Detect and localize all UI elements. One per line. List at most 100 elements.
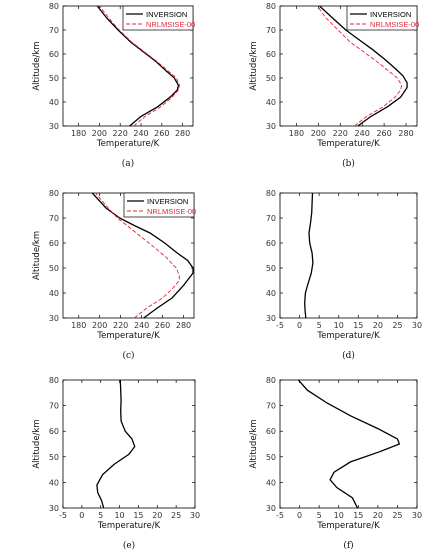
y-axis-label: Altitude/km bbox=[249, 419, 259, 468]
plot-frame bbox=[62, 379, 196, 509]
y-tick-label: 60 bbox=[266, 50, 276, 59]
x-tick-label: 200 bbox=[311, 129, 326, 138]
panel-a: 180 200 220 240 260 280 30 40 50 60 70 80 Temperatur… bbox=[32, 2, 195, 169]
x-tick-label: 30 bbox=[412, 511, 422, 520]
y-tick-label: 40 bbox=[266, 98, 276, 107]
x-tick-label: 25 bbox=[392, 321, 402, 330]
legend-box bbox=[123, 192, 195, 218]
x-tick-label: 260 bbox=[154, 129, 169, 138]
x-tick-label: 15 bbox=[353, 321, 363, 330]
legend-entry: INVERSION bbox=[146, 10, 187, 19]
panel-f: -5 0 5 10 15 20 25 30 30 40 50 60 70 80 Temperature/K A… bbox=[249, 376, 422, 550]
x-tick-label: 280 bbox=[176, 321, 191, 330]
x-tick-label: 5 bbox=[98, 511, 103, 520]
y-tick-label: 60 bbox=[49, 239, 59, 248]
x-tick-label: 25 bbox=[392, 511, 402, 520]
legend-entry: NRLMSISE-00 bbox=[146, 20, 195, 29]
y-tick-label: 70 bbox=[49, 214, 59, 223]
x-tick-label: 20 bbox=[373, 511, 383, 520]
y-tick-label: 70 bbox=[49, 26, 59, 35]
x-axis-label: Temperature/K bbox=[97, 521, 161, 531]
plot-frame bbox=[279, 379, 418, 509]
x-tick-label: 10 bbox=[334, 321, 344, 330]
series-line-nrlmsise-00 bbox=[99, 5, 180, 127]
x-tick-label: 220 bbox=[113, 129, 128, 138]
y-tick-label: 60 bbox=[49, 427, 59, 436]
panel-c: 180 200 220 240 260 280 30 40 50 60 70 80 Temperatur… bbox=[32, 189, 196, 361]
y-tick-label: 30 bbox=[266, 314, 276, 323]
x-axis-label: Temperature/K bbox=[96, 139, 160, 149]
y-tick-label: 40 bbox=[49, 478, 59, 487]
y-tick-label: 30 bbox=[49, 314, 59, 323]
x-tick-label: 20 bbox=[152, 511, 162, 520]
y-tick-label: 50 bbox=[266, 264, 276, 273]
x-tick-label: 200 bbox=[92, 129, 107, 138]
panel-e: -5 0 5 10 15 20 25 30 30 40 50 60 70 80 Temperature/K A… bbox=[32, 376, 200, 550]
series-line-0 bbox=[304, 192, 314, 319]
y-axis-label: Altitude/km bbox=[32, 231, 42, 280]
y-tick-label: 40 bbox=[49, 289, 59, 298]
x-axis-label: Temperature/K bbox=[316, 331, 380, 341]
legend-entry: INVERSION bbox=[147, 197, 188, 206]
x-tick-label: 280 bbox=[398, 129, 413, 138]
y-tick-label: 30 bbox=[266, 122, 276, 131]
x-tick-label: 5 bbox=[317, 511, 322, 520]
y-tick-label: 80 bbox=[49, 2, 59, 11]
x-tick-label: 10 bbox=[334, 511, 344, 520]
y-tick-label: 70 bbox=[266, 402, 276, 411]
x-tick-label: 240 bbox=[355, 129, 370, 138]
x-tick-label: 240 bbox=[133, 129, 148, 138]
x-tick-label: 260 bbox=[155, 321, 170, 330]
legend-box bbox=[346, 5, 418, 31]
y-tick-label: 80 bbox=[49, 189, 59, 198]
y-tick-label: 50 bbox=[49, 264, 59, 273]
x-tick-label: -5 bbox=[276, 321, 284, 330]
x-tick-label: 5 bbox=[317, 321, 322, 330]
x-tick-label: 10 bbox=[114, 511, 124, 520]
y-tick-label: 50 bbox=[266, 453, 276, 462]
y-tick-label: 70 bbox=[266, 26, 276, 35]
x-tick-label: 180 bbox=[289, 129, 304, 138]
x-axis-label: Temperature/K bbox=[316, 521, 380, 531]
series-line-inversion bbox=[91, 192, 194, 319]
y-tick-label: 30 bbox=[266, 504, 276, 513]
x-tick-label: 30 bbox=[190, 511, 200, 520]
y-tick-label: 50 bbox=[49, 453, 59, 462]
legend-box bbox=[122, 5, 194, 31]
x-axis-label: Temperature/K bbox=[316, 139, 380, 149]
y-tick-label: 80 bbox=[266, 189, 276, 198]
x-tick-label: -5 bbox=[59, 511, 67, 520]
y-tick-label: 80 bbox=[266, 2, 276, 11]
series-line-nrlmsise-00 bbox=[95, 192, 180, 319]
y-axis-label: Altitude/km bbox=[32, 419, 42, 468]
panel-d: -5 0 5 10 15 20 25 30 30 40 50 60 70 80 Temperature/K (… bbox=[266, 189, 422, 361]
y-tick-label: 40 bbox=[49, 98, 59, 107]
y-axis-label: Altitude/km bbox=[32, 41, 42, 90]
x-tick-label: 0 bbox=[297, 321, 302, 330]
panel-caption: (d) bbox=[342, 350, 355, 361]
panel-caption: (b) bbox=[342, 158, 355, 169]
y-tick-label: 60 bbox=[266, 239, 276, 248]
x-tick-label: 25 bbox=[171, 511, 181, 520]
y-tick-label: 70 bbox=[49, 402, 59, 411]
x-tick-label: 280 bbox=[175, 129, 190, 138]
x-tick-label: 180 bbox=[71, 129, 86, 138]
y-tick-label: 80 bbox=[49, 376, 59, 385]
y-tick-label: 30 bbox=[49, 122, 59, 131]
panel-b: 180 200 220 240 260 280 30 40 50 60 70 80 Temperatur… bbox=[249, 2, 419, 169]
series-line-0 bbox=[297, 379, 401, 509]
y-tick-label: 50 bbox=[49, 74, 59, 83]
y-tick-label: 50 bbox=[266, 74, 276, 83]
x-axis-label: Temperature/K bbox=[96, 331, 160, 341]
x-tick-label: 15 bbox=[133, 511, 143, 520]
panel-caption: (f) bbox=[343, 540, 353, 550]
panel-caption: (c) bbox=[122, 350, 134, 361]
y-tick-label: 60 bbox=[49, 50, 59, 59]
plot-frame bbox=[279, 192, 418, 319]
y-tick-label: 40 bbox=[266, 478, 276, 487]
series-line-nrlmsise-00 bbox=[316, 5, 403, 127]
legend-entry: INVERSION bbox=[370, 10, 411, 19]
panel-caption: (a) bbox=[122, 158, 134, 169]
